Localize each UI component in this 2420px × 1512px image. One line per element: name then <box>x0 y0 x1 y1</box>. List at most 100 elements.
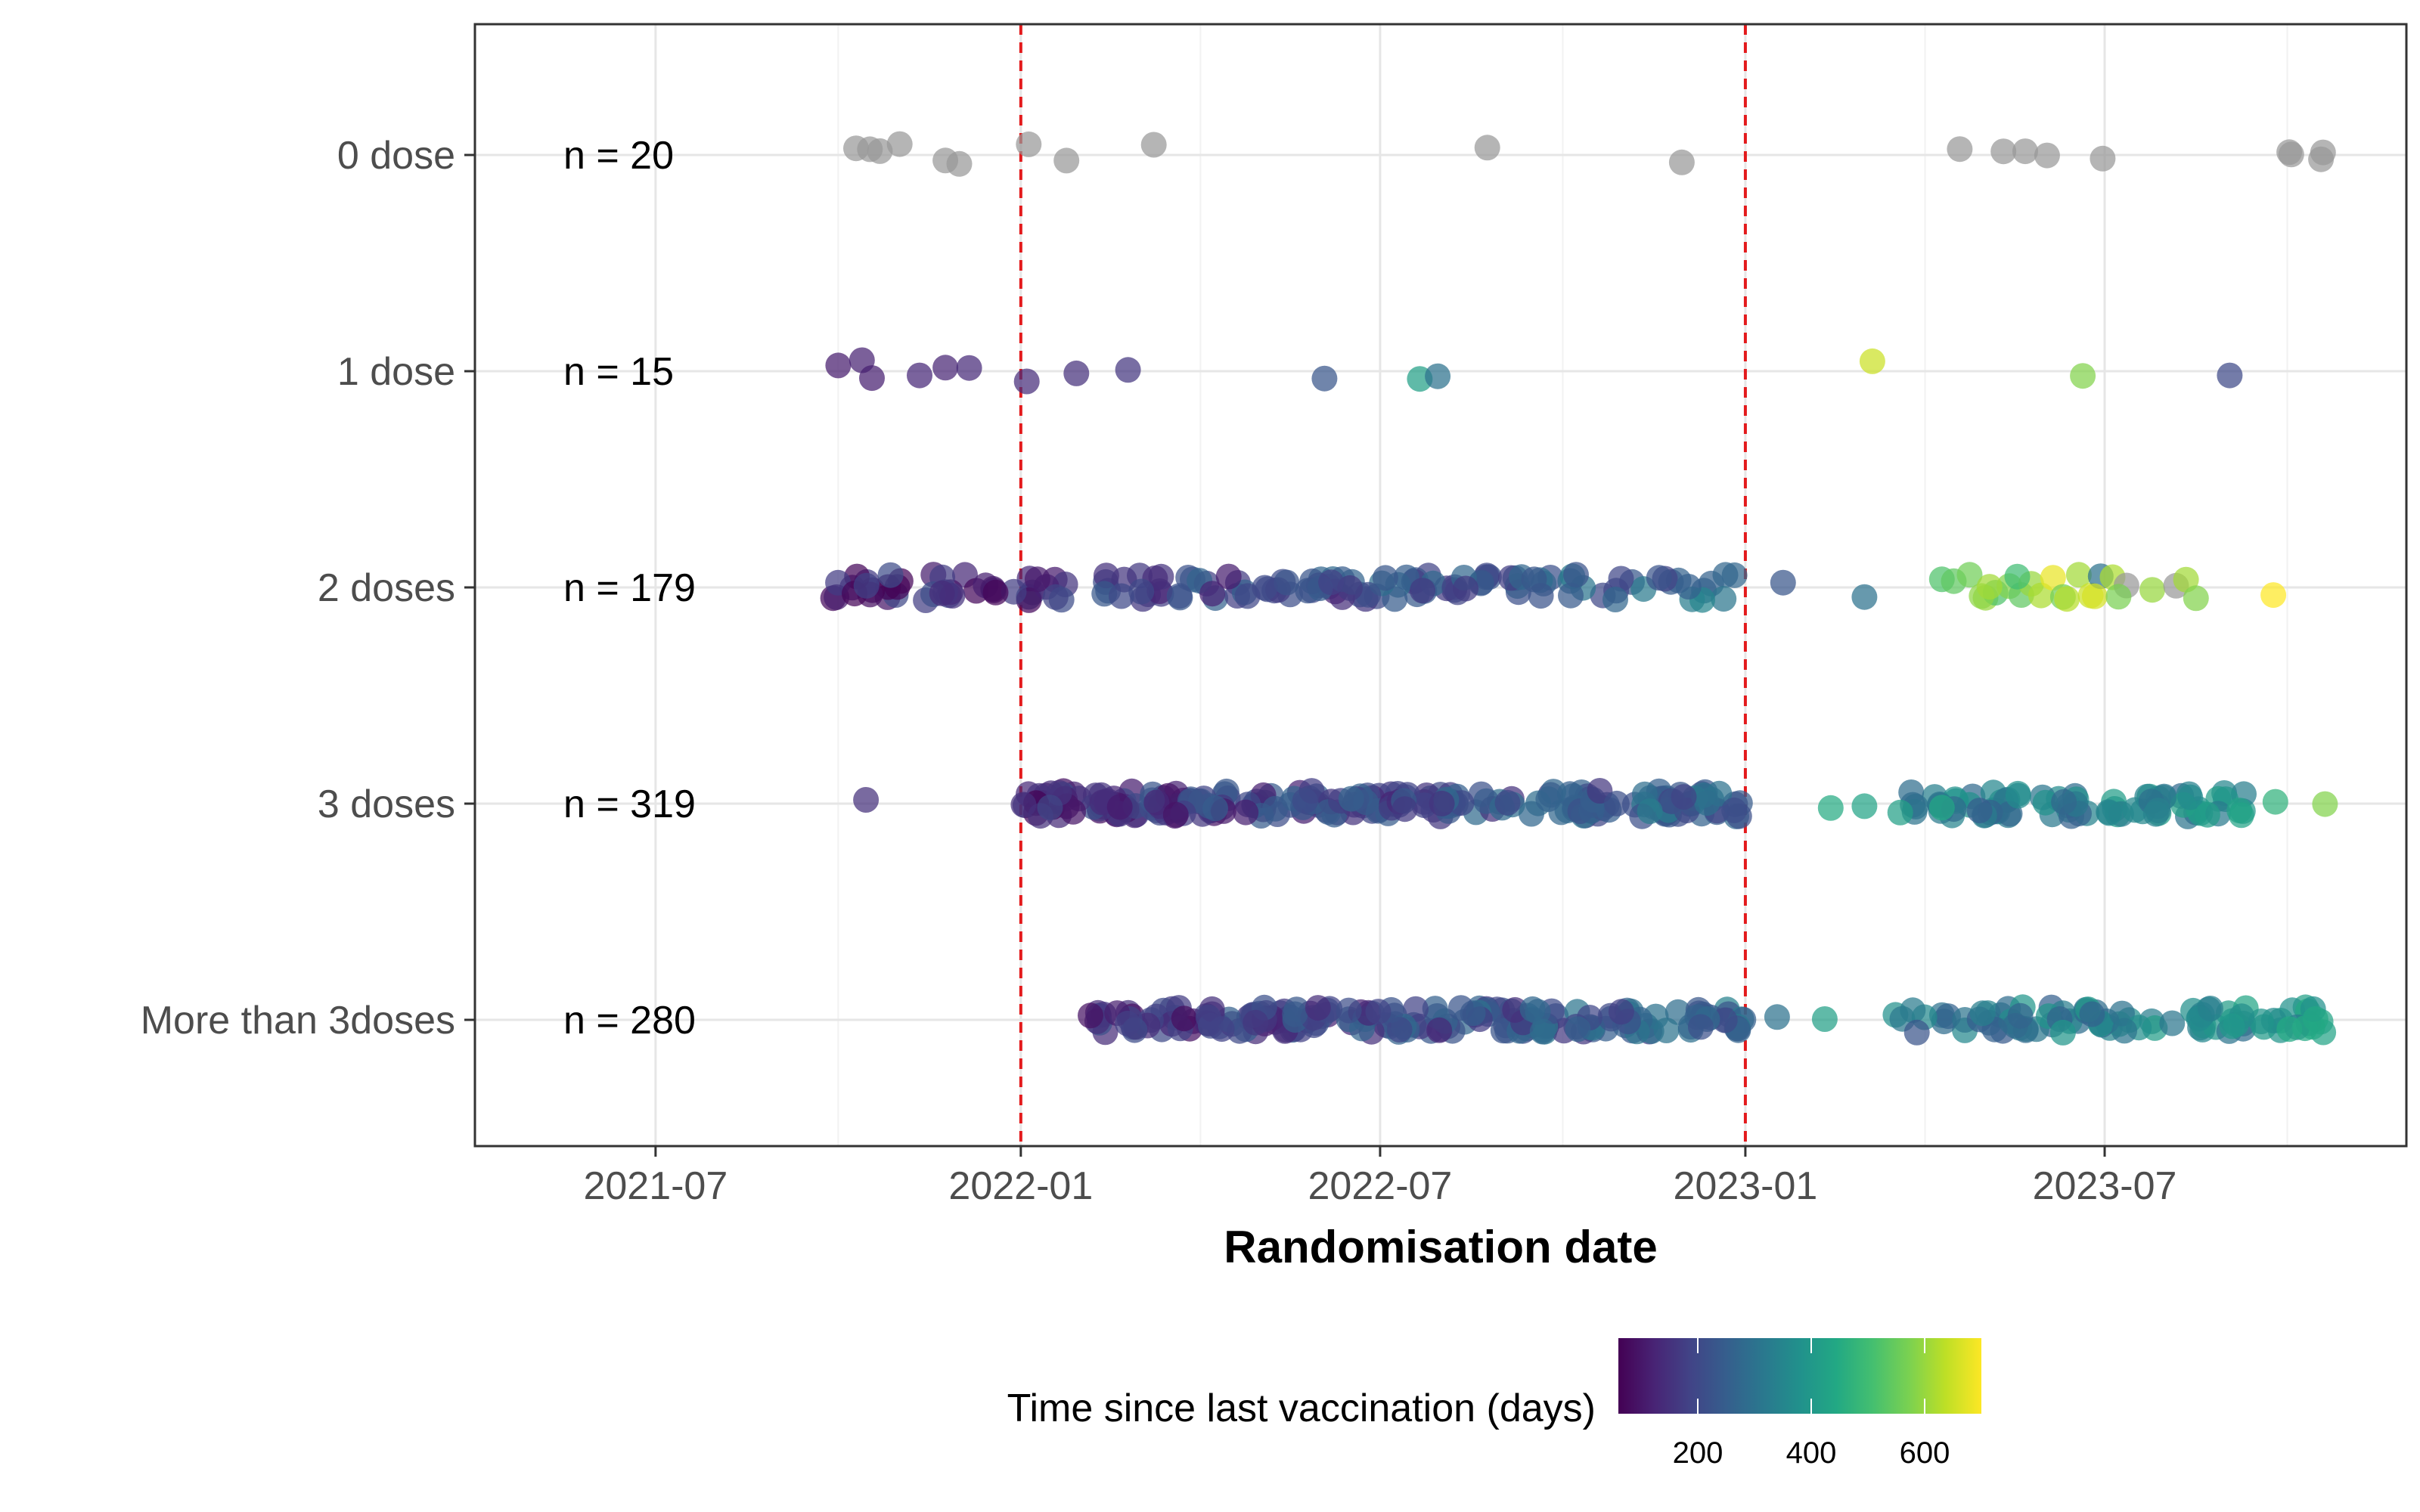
data-point-more-than-3doses <box>1447 995 1474 1021</box>
data-point-0-dose <box>1016 131 1042 157</box>
data-point-3-doses <box>1037 795 1063 821</box>
data-point-2-doses <box>2040 565 2066 591</box>
data-point-3-doses <box>1694 790 1720 816</box>
data-point-2-doses <box>982 579 1009 606</box>
data-point-2-doses <box>2065 562 2092 588</box>
data-point-more-than-3doses <box>2276 1016 2303 1043</box>
data-point-1-dose <box>1425 363 1451 389</box>
data-point-more-than-3doses <box>1171 1005 1197 1032</box>
data-point-3-doses <box>1851 793 1878 820</box>
data-point-more-than-3doses <box>2248 1009 2274 1034</box>
count-label: n = 179 <box>563 566 696 610</box>
data-point-3-doses <box>1262 795 1289 822</box>
data-point-more-than-3doses <box>1811 1006 1838 1032</box>
data-point-3-doses <box>1817 795 1844 821</box>
data-point-more-than-3doses <box>1900 997 1926 1024</box>
data-point-2-doses <box>1410 578 1435 604</box>
data-point-3-doses <box>1494 789 1521 816</box>
x-tick-label: 2023-07 <box>2033 1164 2177 1208</box>
x-axis-ticks: 2021-07 2022-01 2022-07 2023-01 2023-07 <box>583 1146 2176 1208</box>
data-point-3-doses <box>853 787 880 813</box>
data-point-more-than-3doses <box>2219 1013 2245 1040</box>
data-point-2-doses <box>877 562 904 588</box>
data-point-1-dose <box>956 355 982 381</box>
data-point-more-than-3doses <box>2197 996 2223 1021</box>
data-point-0-dose <box>886 131 913 157</box>
data-point-1-dose <box>1013 368 1040 395</box>
data-point-2-doses <box>853 572 880 599</box>
data-point-3-doses <box>1637 798 1663 824</box>
data-point-2-doses <box>2054 586 2080 612</box>
plot-panel-border <box>473 23 2408 1148</box>
data-point-2-doses <box>1372 565 1398 591</box>
data-point-1-dose <box>907 362 932 389</box>
data-point-0-dose <box>946 150 973 177</box>
data-point-more-than-3doses <box>2302 1005 2328 1032</box>
data-point-more-than-3doses <box>1653 1018 1680 1043</box>
data-point-1-dose <box>859 365 885 392</box>
data-point-3-doses <box>1353 789 1379 816</box>
x-tick-label: 2023-01 <box>1673 1164 1817 1208</box>
data-point-2-doses <box>1042 584 1069 610</box>
data-points <box>820 131 2338 1046</box>
data-point-1-dose <box>1063 360 1090 386</box>
data-point-3-doses <box>1535 786 1562 813</box>
data-point-3-doses <box>2177 784 2204 810</box>
colorbar <box>1618 1338 1981 1414</box>
data-point-3-doses <box>1603 790 1630 816</box>
data-point-more-than-3doses <box>2159 1010 2186 1036</box>
data-point-3-doses <box>2262 789 2288 815</box>
category-label: More than 3doses <box>141 999 455 1043</box>
data-point-more-than-3doses <box>1115 1010 1141 1036</box>
count-label: n = 20 <box>563 134 674 178</box>
data-point-2-doses <box>1712 562 1739 588</box>
data-point-2-doses <box>1956 562 1983 588</box>
colorbar-legend: Time since last vaccination (days) 200 40… <box>1007 1338 1981 1470</box>
data-point-3-doses <box>1292 788 1318 814</box>
data-point-2-doses <box>1602 587 1628 612</box>
data-point-3-doses <box>1898 779 1925 805</box>
category-label: 3 doses <box>318 782 455 826</box>
count-label: n = 280 <box>563 999 696 1043</box>
data-point-1-dose <box>825 352 852 379</box>
data-point-2-doses <box>1521 566 1547 593</box>
data-point-3-doses <box>2312 791 2338 817</box>
data-point-more-than-3doses <box>2079 1001 2105 1027</box>
reference-lines <box>1019 24 1747 1146</box>
data-point-2-doses <box>1563 562 1589 588</box>
data-point-3-doses <box>1392 796 1418 823</box>
data-point-1-dose <box>1115 357 1141 383</box>
data-point-more-than-3doses <box>2007 1002 2034 1029</box>
data-point-3-doses <box>1429 790 1455 816</box>
data-point-1-dose <box>2217 362 2243 389</box>
data-point-3-doses <box>2228 802 2254 829</box>
data-point-more-than-3doses <box>1969 1000 1996 1027</box>
data-point-more-than-3doses <box>2049 1019 2076 1046</box>
data-point-3-doses <box>2051 789 2077 815</box>
data-point-2-doses <box>1711 586 1737 612</box>
data-point-more-than-3doses <box>1195 1004 1221 1030</box>
data-point-3-doses <box>2096 799 2122 826</box>
x-tick-label: 2022-07 <box>1308 1164 1453 1208</box>
data-point-3-doses <box>1143 789 1170 816</box>
data-point-1-dose <box>1859 348 1885 374</box>
data-point-3-doses <box>1519 801 1544 827</box>
data-point-2-doses <box>2105 584 2132 610</box>
data-point-3-doses <box>1928 795 1955 821</box>
data-point-2-doses <box>1558 582 1584 609</box>
data-point-0-dose <box>1474 135 1500 161</box>
data-point-0-dose <box>867 138 893 164</box>
data-point-0-dose <box>2310 139 2336 166</box>
data-point-2-doses <box>1274 569 1300 596</box>
data-point-0-dose <box>2090 145 2116 172</box>
data-point-2-doses <box>929 580 955 606</box>
data-point-0-dose <box>2034 142 2060 169</box>
count-label: n = 319 <box>563 782 696 826</box>
data-point-3-doses <box>1966 798 1993 824</box>
data-point-0-dose <box>1947 136 1973 163</box>
data-point-2-doses <box>2183 585 2209 612</box>
data-point-2-doses <box>1128 578 1155 605</box>
data-point-0-dose <box>1053 147 1080 174</box>
data-point-more-than-3doses <box>1078 1002 1103 1029</box>
